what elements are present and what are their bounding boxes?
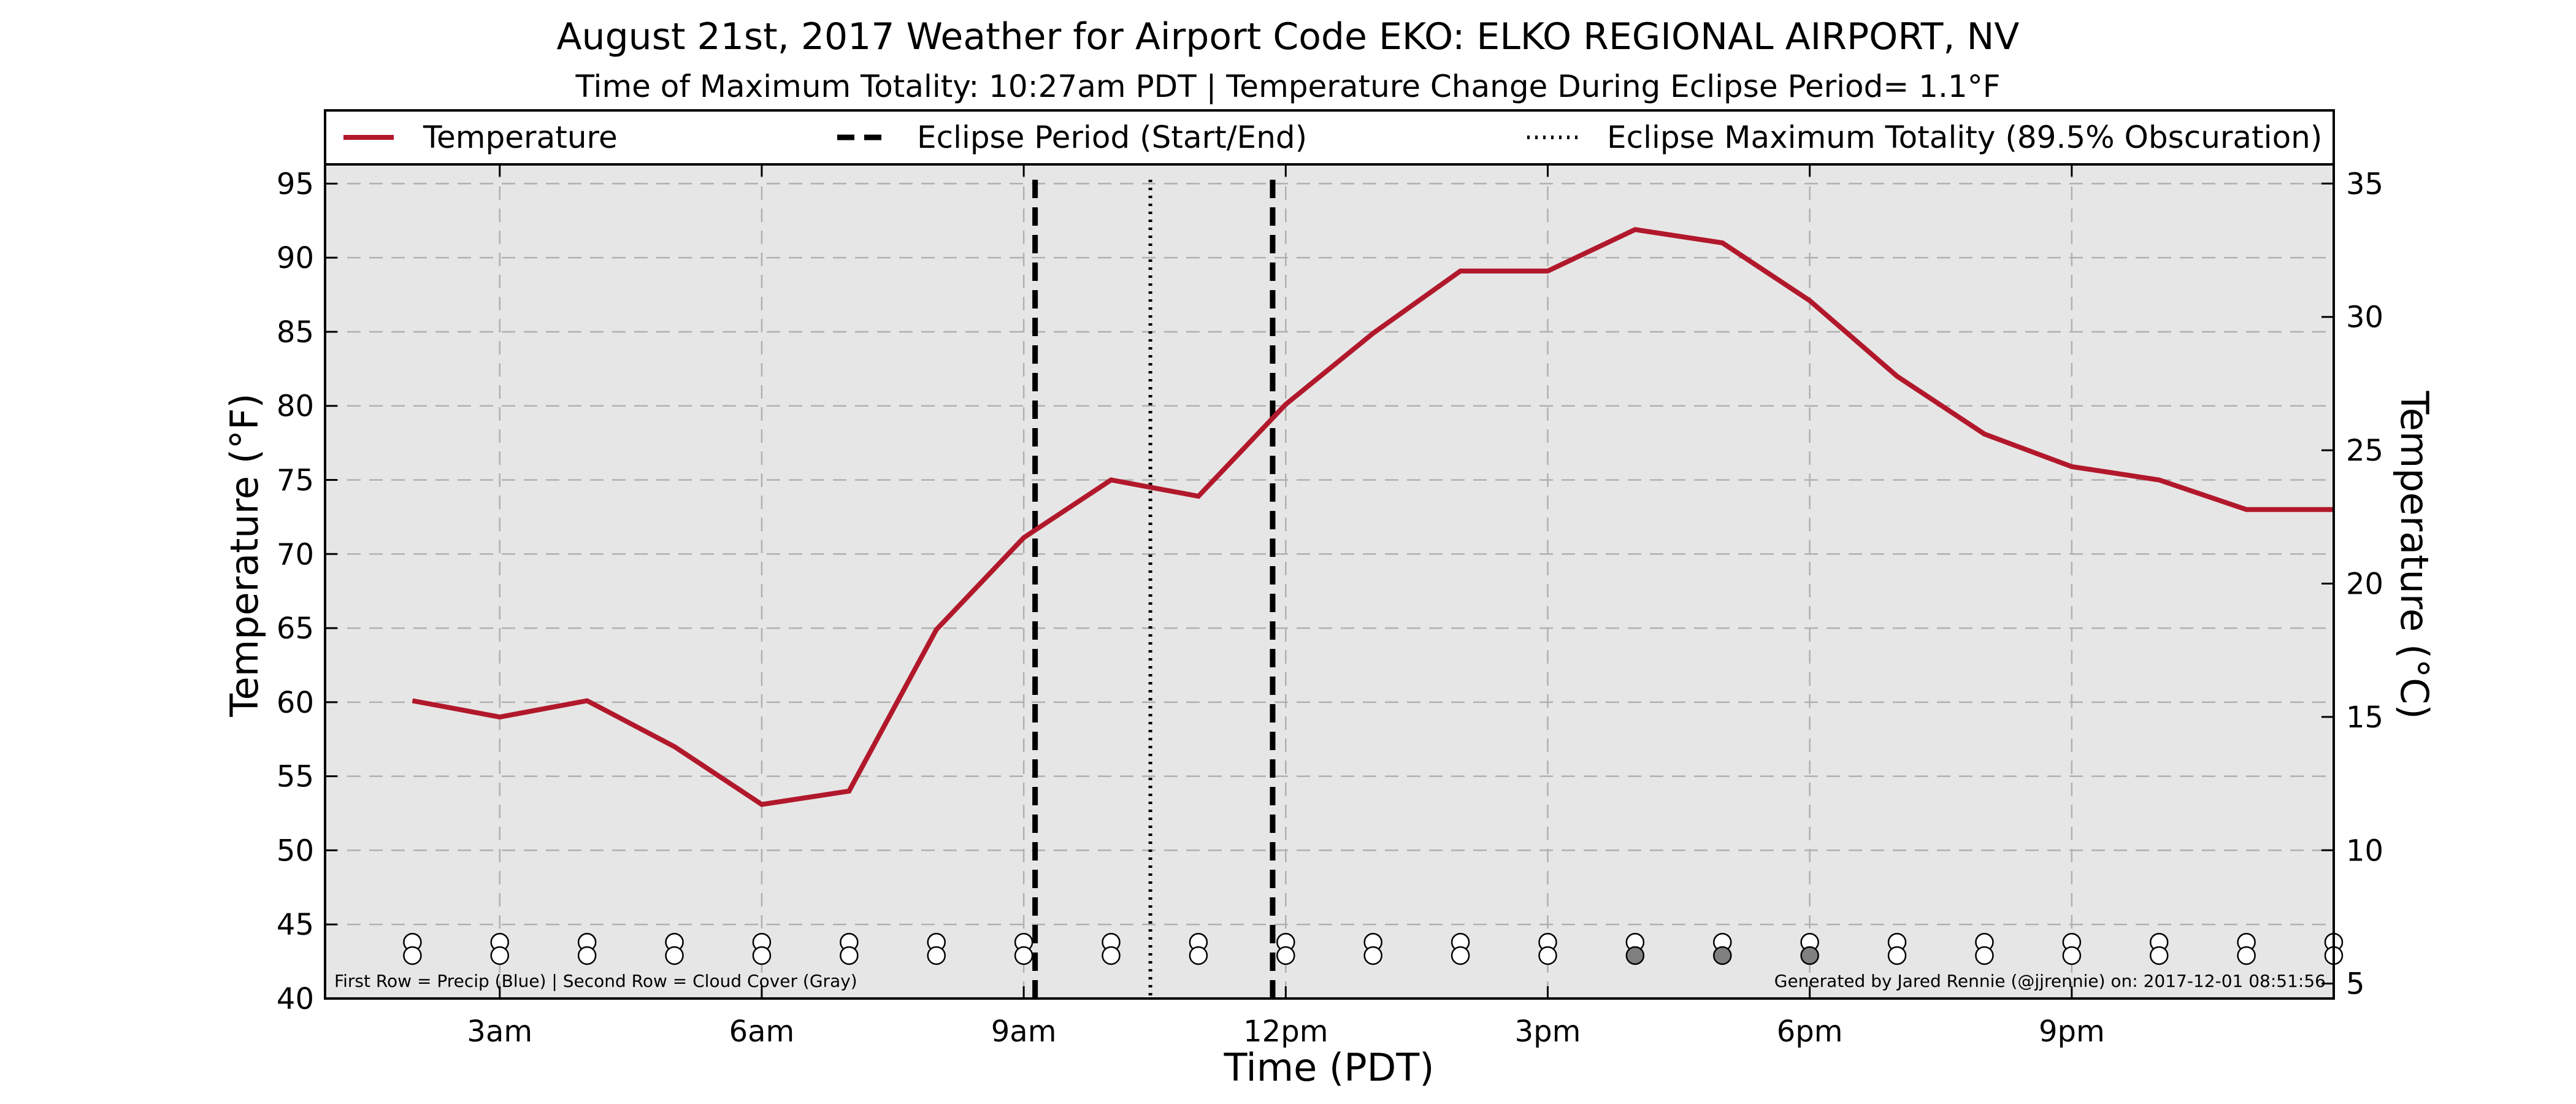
cloud-marker [752, 946, 772, 965]
y-right-tick-label: 20 [2346, 567, 2383, 601]
legend-label: Temperature [423, 120, 618, 155]
grid-lines [325, 164, 2334, 999]
cloud-marker [665, 946, 684, 965]
plot-area [325, 164, 2334, 999]
cloud-marker [1800, 946, 1819, 965]
y-tick-label: 85 [277, 315, 314, 350]
cloud-marker [1014, 946, 1033, 965]
cloud-marker [1451, 946, 1470, 965]
cloud-marker [1975, 946, 1994, 965]
y-tick-label: 65 [277, 611, 314, 646]
chart-subtitle: Time of Maximum Totality: 10:27am PDT | … [575, 69, 2001, 104]
weather-markers [403, 932, 2344, 965]
y-right-tick-label: 10 [2346, 834, 2383, 868]
cloud-marker [1102, 946, 1121, 965]
y-right-tick-label: 25 [2346, 434, 2383, 468]
cloud-marker [1363, 946, 1382, 965]
legend-label: Eclipse Maximum Totality (89.5% Obscurat… [1607, 120, 2322, 155]
y-tick-label: 90 [277, 241, 314, 275]
footnote-right: Generated by Jared Rennie (@jjrennie) on… [1774, 971, 2326, 991]
x-tick-label: 3am [467, 1014, 532, 1049]
x-tick-label: 6am [729, 1014, 795, 1049]
legend: Temperature Eclipse Period (Start/End) Ecl… [343, 120, 2322, 155]
cloud-marker [2237, 946, 2256, 965]
y-right-tick-label: 35 [2346, 167, 2383, 201]
cloud-marker [490, 946, 510, 965]
y-tick-label: 40 [277, 982, 314, 1016]
cloud-marker [403, 946, 422, 965]
y-axis-ticks-right: 5 10 15 20 25 30 35 [2321, 167, 2383, 1002]
y-axis-label-right: Temperature (°C) [2392, 390, 2437, 719]
cloud-marker [1276, 946, 1295, 965]
y-tick-label: 45 [277, 908, 314, 942]
cloud-marker [1538, 946, 1557, 965]
y-right-tick-label: 5 [2346, 967, 2365, 1002]
eclipse-lines [1032, 180, 1276, 999]
y-tick-label: 50 [277, 834, 314, 868]
x-tick-label: 12pm [1243, 1014, 1328, 1049]
cloud-marker [1625, 946, 1645, 965]
cloud-marker [2062, 946, 2082, 965]
cloud-marker [1713, 946, 1732, 965]
y-tick-label: 55 [277, 760, 314, 794]
y-tick-label: 95 [277, 167, 314, 201]
y-axis-label-left: Temperature (°F) [222, 393, 267, 717]
cloud-marker [1189, 946, 1208, 965]
x-tick-label: 6pm [1777, 1014, 1843, 1049]
x-tick-label: 3pm [1515, 1014, 1581, 1049]
cloud-marker [840, 946, 859, 965]
x-tick-label: 9am [991, 1014, 1057, 1049]
legend-label: Eclipse Period (Start/End) [917, 120, 1307, 155]
y-tick-label: 70 [277, 537, 314, 572]
x-axis-label: Time (PDT) [1224, 1045, 1435, 1090]
y-tick-label: 60 [277, 686, 314, 720]
x-axis-ticks: 3am 6am 9am 12pm 3pm 6pm 9pm [467, 164, 2105, 1049]
y-right-tick-label: 30 [2346, 301, 2383, 335]
cloud-marker [2149, 946, 2169, 965]
cloud-marker [577, 946, 597, 965]
y-tick-label: 80 [277, 389, 314, 424]
y-axis-ticks-left: 40 45 50 55 60 65 70 75 80 85 90 95 [277, 167, 337, 1016]
x-tick-label: 9pm [2039, 1014, 2105, 1049]
series-layer [412, 227, 2334, 807]
cloud-marker [1887, 946, 1907, 965]
y-tick-label: 75 [277, 464, 314, 498]
footnote-left: First Row = Precip (Blue) | Second Row =… [334, 971, 857, 991]
cloud-marker [927, 946, 946, 965]
y-right-tick-label: 15 [2346, 700, 2383, 735]
chart-title: August 21st, 2017 Weather for Airport Co… [557, 15, 2020, 58]
